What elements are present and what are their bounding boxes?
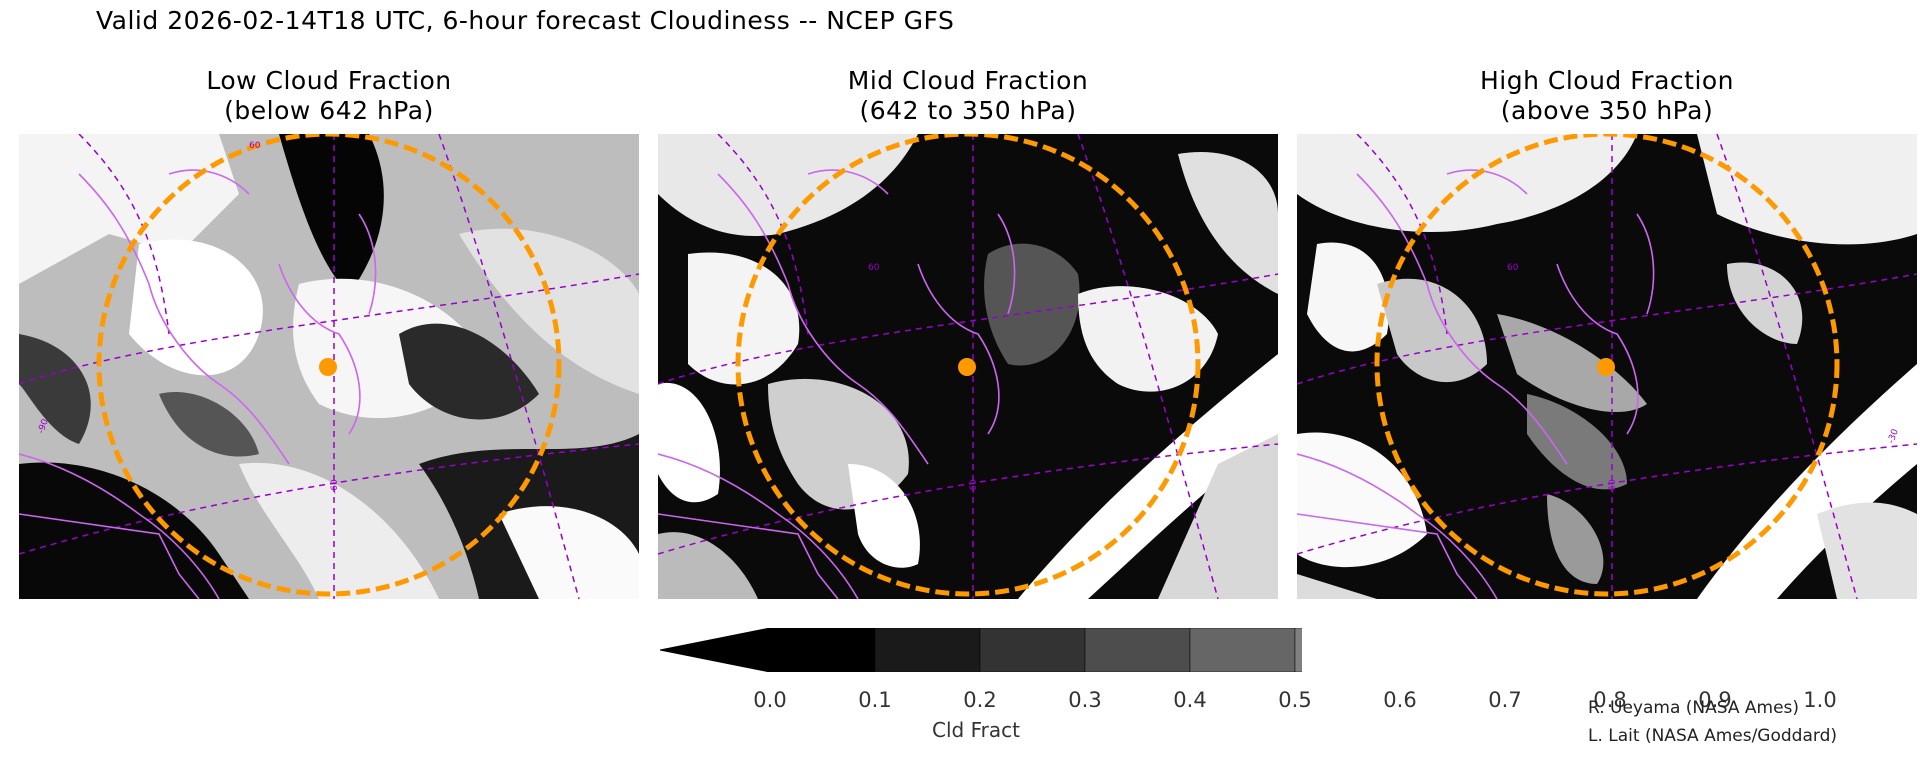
- colorbar-tick-label: 0.5: [1278, 688, 1312, 712]
- credit-line-2: L. Lait (NASA Ames/Goddard): [1588, 726, 1837, 746]
- location-marker: [319, 358, 337, 376]
- colorbar-bin: [874, 627, 981, 673]
- colorbar-bin: [1189, 627, 1296, 673]
- panel-title-high: High Cloud Fraction (above 350 hPa): [1297, 66, 1917, 126]
- panel-title-low-line1: Low Cloud Fraction: [206, 66, 452, 95]
- colorbar-tick-label: 0.7: [1488, 688, 1522, 712]
- credit-line-1: R. Ueyama (NASA Ames): [1588, 698, 1800, 718]
- location-marker: [1597, 358, 1615, 376]
- lon-label-right: -30: [1886, 428, 1901, 445]
- colorbar-tick-label: 0.2: [963, 688, 997, 712]
- cloud-field: [658, 134, 1278, 599]
- colorbar-tick-label: 0.9: [1698, 688, 1732, 712]
- lon-label-mid: -60: [1608, 479, 1618, 494]
- colorbar-tick-label: 0.6: [1383, 688, 1417, 712]
- colorbar-bin: [1294, 627, 1401, 673]
- coastlines: [1297, 169, 1655, 599]
- panel-title-mid-line1: Mid Cloud Fraction: [847, 66, 1089, 95]
- colorbar-label: Cld Fract: [932, 718, 1020, 742]
- range-ring: [735, 134, 1201, 597]
- colorbar-tick-label: 1.0: [1803, 688, 1837, 712]
- colorbar-bin: [979, 627, 1086, 673]
- panel-title-high-line2: (above 350 hPa): [1500, 96, 1714, 125]
- range-ring: [96, 134, 562, 597]
- coastlines: [19, 169, 377, 599]
- colorbar-under-triangle: [659, 627, 771, 673]
- lat-label: 60: [1507, 263, 1519, 273]
- colorbar-graphic: [659, 627, 1920, 673]
- lon-label-mid: -60: [969, 479, 979, 494]
- lon-label-left: -90: [36, 418, 51, 435]
- lon-label-mid: -60: [330, 479, 340, 494]
- location-marker: [958, 358, 976, 376]
- colorbar-bin: [769, 627, 876, 673]
- colorbar-tick-label: 0.8: [1593, 688, 1627, 712]
- panel-title-high-line1: High Cloud Fraction: [1479, 66, 1735, 95]
- colorbar-tick-label: 0.3: [1068, 688, 1102, 712]
- colorbar-bin: [1084, 627, 1191, 673]
- colorbar-tick-label: 0.4: [1173, 688, 1207, 712]
- panel-title-mid-line2: (642 to 350 hPa): [859, 96, 1077, 125]
- colorbar-tick-label: 0.0: [753, 688, 787, 712]
- lat-label: 60: [249, 141, 261, 151]
- main-title: Valid 2026-02-14T18 UTC, 6-hour forecast…: [96, 6, 955, 35]
- lat-label: 60: [868, 263, 880, 273]
- map-mid-cloud: 60 -60: [658, 134, 1278, 599]
- panel-title-mid: Mid Cloud Fraction (642 to 350 hPa): [658, 66, 1278, 126]
- map-low-cloud: 60 -90 -60: [19, 134, 639, 599]
- map-high-cloud: 60 -30 -60: [1297, 134, 1917, 599]
- panel-title-low-line2: (below 642 hPa): [224, 96, 434, 125]
- cloud-field: [19, 134, 639, 599]
- colorbar-tick-label: 0.1: [858, 688, 892, 712]
- colorbar: [659, 627, 1920, 676]
- coastlines: [658, 169, 1016, 599]
- range-ring: [1374, 134, 1840, 597]
- panel-title-low: Low Cloud Fraction (below 642 hPa): [19, 66, 639, 126]
